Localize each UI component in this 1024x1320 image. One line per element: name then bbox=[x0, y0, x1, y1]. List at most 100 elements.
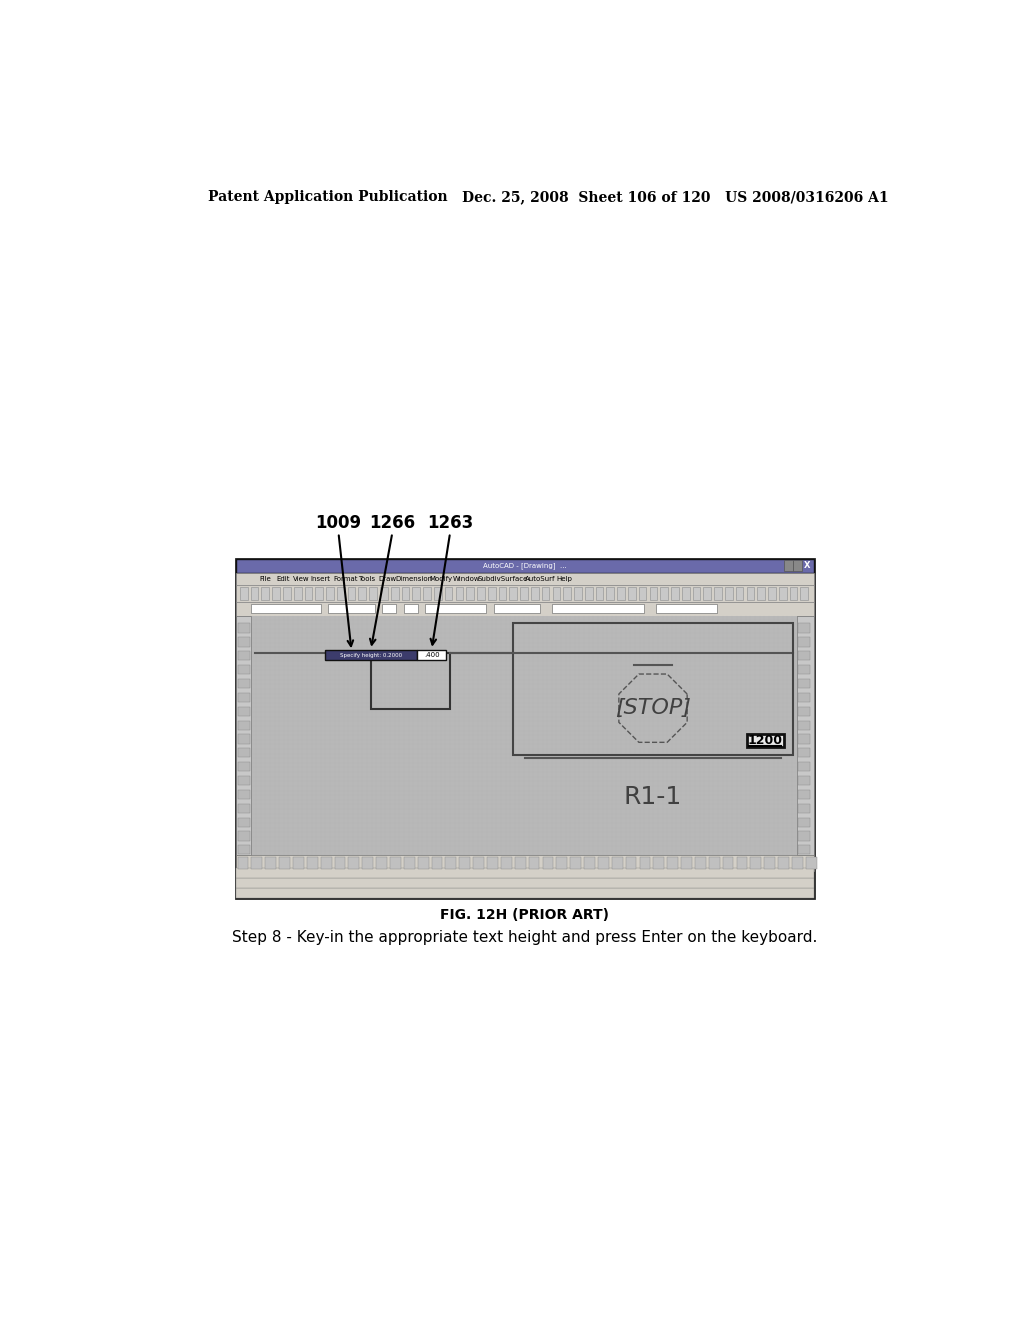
Bar bbox=[326, 587, 334, 599]
Text: Dec. 25, 2008  Sheet 106 of 120   US 2008/0316206 A1: Dec. 25, 2008 Sheet 106 of 120 US 2008/0… bbox=[462, 190, 888, 203]
Bar bbox=[584, 857, 595, 869]
Bar bbox=[252, 857, 262, 869]
Bar bbox=[798, 693, 810, 702]
Text: View: View bbox=[293, 576, 309, 582]
Text: FIG. 12H (PRIOR ART): FIG. 12H (PRIOR ART) bbox=[440, 908, 609, 921]
Bar bbox=[237, 869, 813, 878]
Bar bbox=[714, 587, 722, 599]
Bar bbox=[798, 748, 810, 758]
Bar bbox=[798, 665, 810, 675]
Text: Tools: Tools bbox=[357, 576, 375, 582]
Bar bbox=[238, 623, 250, 632]
Bar bbox=[556, 857, 567, 869]
Bar bbox=[736, 857, 748, 869]
Bar bbox=[321, 857, 332, 869]
Bar bbox=[783, 561, 793, 572]
Bar bbox=[725, 587, 733, 599]
Bar bbox=[237, 615, 252, 855]
Text: 1266: 1266 bbox=[370, 513, 416, 532]
Text: Insert: Insert bbox=[310, 576, 330, 582]
Text: [STOP]: [STOP] bbox=[615, 698, 691, 718]
Bar bbox=[456, 587, 463, 599]
Bar bbox=[790, 587, 798, 599]
Bar bbox=[294, 587, 301, 599]
Bar bbox=[240, 587, 248, 599]
Bar bbox=[238, 789, 250, 799]
Bar bbox=[611, 857, 623, 869]
Bar bbox=[628, 587, 636, 599]
Text: Window: Window bbox=[454, 576, 481, 582]
Bar bbox=[563, 587, 571, 599]
Bar bbox=[473, 857, 484, 869]
Bar bbox=[798, 721, 810, 730]
Bar bbox=[460, 857, 470, 869]
Bar bbox=[371, 653, 451, 709]
Bar bbox=[553, 587, 560, 599]
Bar bbox=[401, 587, 410, 599]
Bar bbox=[793, 561, 802, 572]
Text: Patent Application Publication: Patent Application Publication bbox=[208, 190, 447, 203]
Bar bbox=[746, 734, 783, 747]
Text: Format: Format bbox=[334, 576, 358, 582]
Bar bbox=[768, 587, 776, 599]
Bar bbox=[574, 587, 582, 599]
Bar bbox=[307, 857, 317, 869]
Bar bbox=[376, 857, 387, 869]
Bar bbox=[238, 762, 250, 771]
Bar bbox=[487, 857, 498, 869]
Bar bbox=[779, 587, 786, 599]
Bar bbox=[380, 587, 388, 599]
Bar bbox=[798, 789, 810, 799]
Bar bbox=[238, 748, 250, 758]
Bar bbox=[238, 638, 250, 647]
Bar bbox=[598, 857, 608, 869]
Bar bbox=[418, 857, 429, 869]
Bar bbox=[649, 587, 657, 599]
Bar bbox=[265, 857, 276, 869]
Bar bbox=[660, 587, 668, 599]
Text: File: File bbox=[259, 576, 271, 582]
Text: X: X bbox=[804, 561, 811, 570]
Bar bbox=[764, 857, 775, 869]
Bar bbox=[304, 587, 312, 599]
Bar bbox=[432, 857, 442, 869]
Bar bbox=[596, 587, 603, 599]
Bar bbox=[237, 558, 813, 898]
Bar bbox=[252, 605, 321, 614]
Bar bbox=[238, 721, 250, 730]
Bar bbox=[671, 587, 679, 599]
Bar bbox=[606, 587, 614, 599]
Bar bbox=[237, 602, 813, 615]
Bar bbox=[736, 587, 743, 599]
Text: Step 8 - Key-in the appropriate text height and press Enter on the keyboard.: Step 8 - Key-in the appropriate text hei… bbox=[232, 931, 817, 945]
Bar bbox=[798, 651, 810, 660]
Bar bbox=[570, 857, 581, 869]
Bar bbox=[626, 857, 637, 869]
Bar bbox=[792, 857, 803, 869]
Bar bbox=[655, 605, 717, 614]
Text: .400: .400 bbox=[424, 652, 439, 659]
Bar bbox=[252, 615, 797, 855]
Text: Modify: Modify bbox=[429, 576, 453, 582]
Bar bbox=[501, 857, 512, 869]
Text: 1263: 1263 bbox=[427, 513, 473, 532]
Bar bbox=[391, 587, 398, 599]
Bar bbox=[509, 587, 517, 599]
Bar bbox=[348, 587, 355, 599]
Bar bbox=[272, 587, 280, 599]
Text: AutoSurf: AutoSurf bbox=[525, 576, 556, 582]
Bar bbox=[382, 605, 396, 614]
Bar bbox=[703, 587, 711, 599]
Bar bbox=[237, 878, 813, 887]
Text: Dimension: Dimension bbox=[395, 576, 432, 582]
Bar bbox=[238, 693, 250, 702]
Bar bbox=[237, 573, 813, 585]
Text: AutoCAD - [Drawing]  ...: AutoCAD - [Drawing] ... bbox=[483, 562, 566, 569]
Bar bbox=[337, 587, 345, 599]
Bar bbox=[494, 605, 541, 614]
Bar bbox=[692, 587, 700, 599]
Bar bbox=[746, 587, 755, 599]
Bar bbox=[238, 845, 250, 854]
Bar bbox=[370, 587, 377, 599]
Bar bbox=[798, 776, 810, 785]
